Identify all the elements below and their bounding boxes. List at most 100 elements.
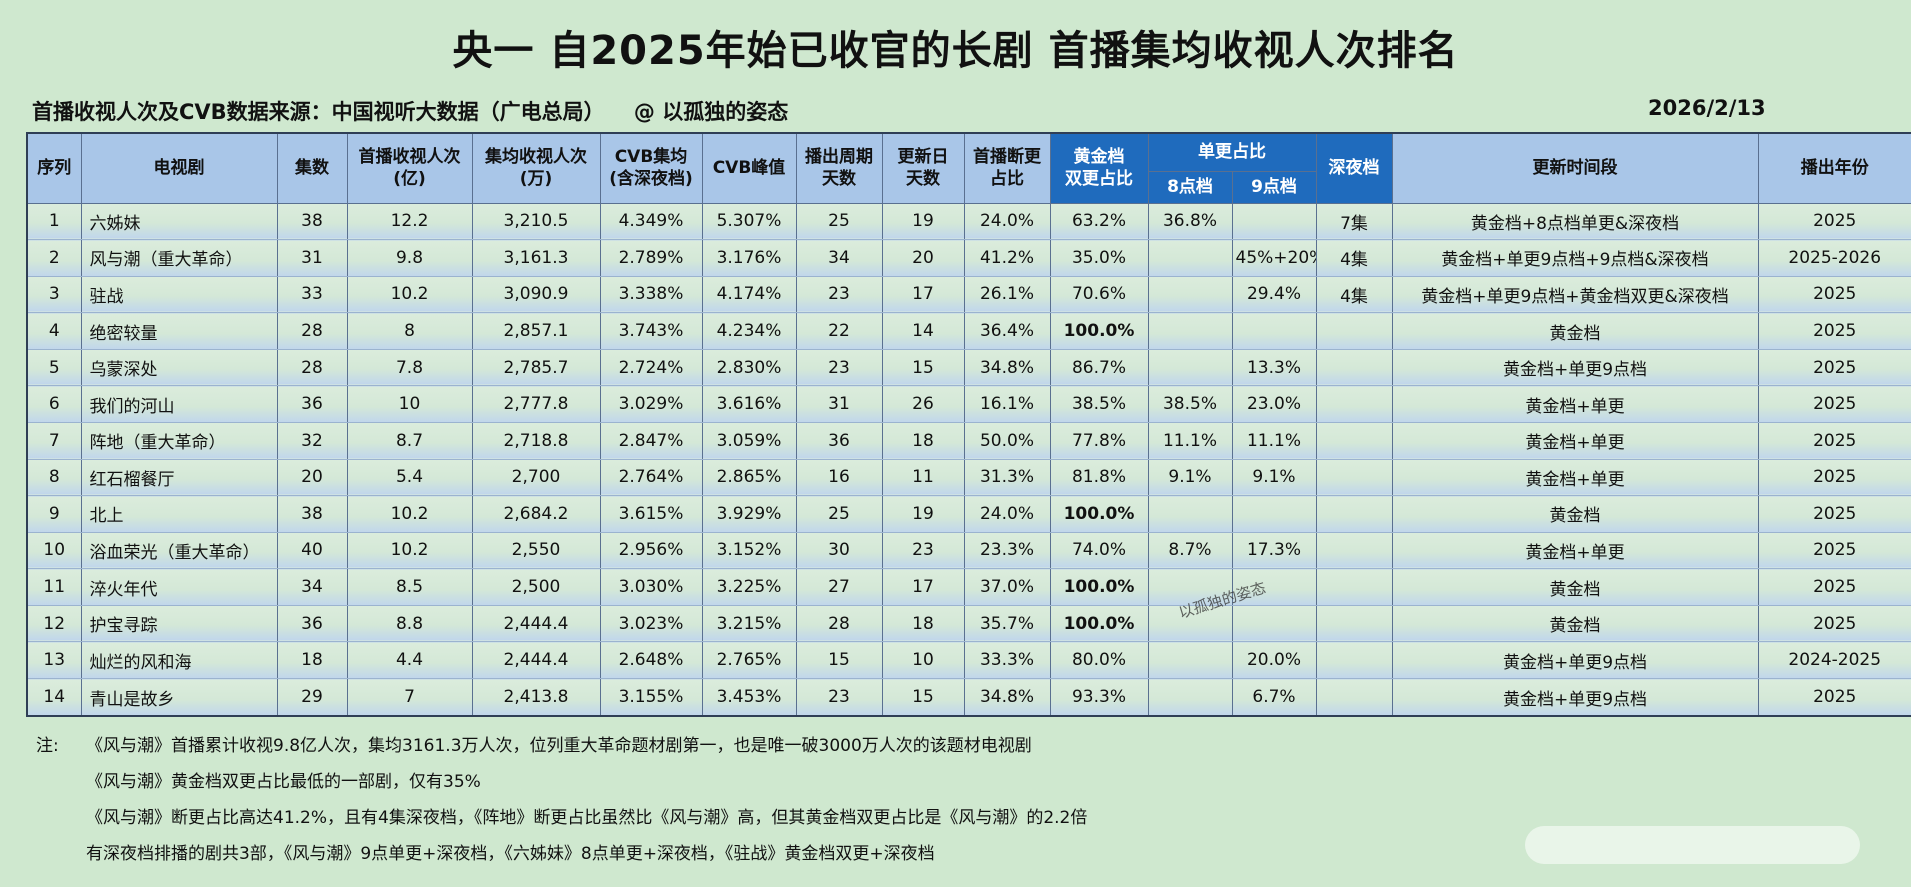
cell-break-ratio: 24.0% — [963, 203, 1051, 241]
cell-cvb-avg: 3.029% — [599, 385, 703, 423]
cell-cycle-days: 31 — [795, 385, 883, 423]
cell-late-night — [1315, 605, 1393, 643]
cell-update-days: 15 — [881, 678, 965, 716]
cell-single-8 — [1147, 678, 1233, 716]
cell-slot: 黄金档+单更 — [1391, 459, 1759, 497]
cell-slot: 黄金档+8点档单更&深夜档 — [1391, 203, 1759, 241]
table-row: 2 风与潮（重大革命） 31 9.8 3,161.3 2.789% 3.176% 34 20 41… — [26, 239, 1911, 277]
cell-year: 2025 — [1757, 568, 1911, 606]
cell-viewers: 8 — [346, 312, 473, 350]
cell-episodes: 38 — [276, 495, 348, 533]
table-row: 13 灿烂的风和海 18 4.4 2,444.4 2.648% 2.765% 15 10 33.3… — [26, 641, 1911, 680]
cell-year: 2025 — [1757, 459, 1911, 497]
cell-year: 2025 — [1757, 532, 1911, 570]
cell-update-days: 10 — [881, 641, 965, 680]
cell-cvb-peak: 5.307% — [701, 203, 797, 241]
table-row: 5 乌蒙深处 28 7.8 2,785.7 2.724% 2.830% 23 15 34.8% 86… — [26, 349, 1911, 387]
cell-late-night: 7集 — [1315, 203, 1393, 241]
cell-break-ratio: 34.8% — [963, 678, 1051, 716]
cell-drama: 红石榴餐厅 — [80, 459, 278, 497]
header-gold-double: 黄金档 双更占比 — [1049, 132, 1149, 204]
header-avg-viewers: 集均收视人次 (万) — [471, 132, 601, 204]
cell-gold-double: 74.0% — [1049, 532, 1149, 570]
cell-gold-double: 80.0% — [1049, 641, 1149, 680]
cell-drama: 驻战 — [80, 276, 278, 314]
cell-cvb-peak: 4.234% — [701, 312, 797, 350]
cell-cvb-peak: 2.830% — [701, 349, 797, 387]
cell-break-ratio: 37.0% — [963, 568, 1051, 606]
cell-single-9 — [1231, 568, 1317, 606]
cell-episodes: 40 — [276, 532, 348, 570]
cell-viewers: 8.5 — [346, 568, 473, 606]
cell-slot: 黄金档+单更 — [1391, 385, 1759, 423]
cell-episodes: 32 — [276, 422, 348, 460]
cell-late-night — [1315, 422, 1393, 460]
cell-cvb-peak: 3.059% — [701, 422, 797, 460]
cell-update-days: 18 — [881, 605, 965, 643]
cell-late-night — [1315, 678, 1393, 716]
cell-single-9: 45%+20% — [1231, 239, 1317, 277]
cell-rank: 13 — [26, 641, 82, 680]
header-drama: 电视剧 — [80, 132, 278, 204]
header-single-group: 单更占比 — [1147, 132, 1317, 172]
cell-gold-double: 100.0% — [1049, 312, 1149, 350]
cell-cvb-peak: 4.174% — [701, 276, 797, 314]
table-row: 6 我们的河山 36 10 2,777.8 3.029% 3.616% 31 26 16.1% 38… — [26, 385, 1911, 423]
cell-single-8 — [1147, 641, 1233, 680]
cell-cvb-peak: 3.225% — [701, 568, 797, 606]
cell-avg-viewers: 3,090.9 — [471, 276, 601, 314]
cell-drama: 北上 — [80, 495, 278, 533]
cell-break-ratio: 36.4% — [963, 312, 1051, 350]
cell-avg-viewers: 2,500 — [471, 568, 601, 606]
notes: 注: 《风与潮》首播累计收视9.8亿人次，集均3161.3万人次，位列重大革命题… — [36, 728, 1087, 872]
cell-gold-double: 63.2% — [1049, 203, 1149, 241]
cell-single-9: 23.0% — [1231, 385, 1317, 423]
cell-slot: 黄金档+单更 — [1391, 532, 1759, 570]
cell-break-ratio: 24.0% — [963, 495, 1051, 533]
cell-late-night: 4集 — [1315, 276, 1393, 314]
cell-break-ratio: 33.3% — [963, 641, 1051, 680]
note-line: 《风与潮》断更占比高达41.2%，且有4集深夜档，《阵地》断更占比虽然比《风与潮… — [86, 808, 1088, 828]
cell-cvb-avg: 2.847% — [599, 422, 703, 460]
cell-rank: 12 — [26, 605, 82, 643]
cell-break-ratio: 31.3% — [963, 459, 1051, 497]
cell-year: 2025 — [1757, 678, 1911, 716]
cell-cvb-avg: 3.338% — [599, 276, 703, 314]
table-row: 9 北上 38 10.2 2,684.2 3.615% 3.929% 25 19 24.0% 100… — [26, 495, 1911, 533]
data-source: 首播收视人次及CVB数据来源：中国视听大数据（广电总局） @ 以孤独的姿态 — [32, 100, 789, 124]
cell-single-9 — [1231, 203, 1317, 241]
cell-drama: 我们的河山 — [80, 385, 278, 423]
cell-single-9: 11.1% — [1231, 422, 1317, 460]
cell-update-days: 14 — [881, 312, 965, 350]
cell-break-ratio: 35.7% — [963, 605, 1051, 643]
cell-gold-double: 86.7% — [1049, 349, 1149, 387]
cell-update-days: 17 — [881, 276, 965, 314]
cell-cycle-days: 23 — [795, 276, 883, 314]
note-line: 有深夜档排播的剧共3部，《风与潮》9点单更+深夜档，《六姊妹》8点单更+深夜档，… — [86, 844, 935, 864]
cell-viewers: 10.2 — [346, 532, 473, 570]
cell-gold-double: 100.0% — [1049, 605, 1149, 643]
cell-drama: 阵地（重大革命） — [80, 422, 278, 460]
note-line: 《风与潮》首播累计收视9.8亿人次，集均3161.3万人次，位列重大革命题材剧第… — [86, 736, 1032, 756]
cell-single-8 — [1147, 349, 1233, 387]
table-row: 10 浴血荣光（重大革命） 40 10.2 2,550 2.956% 3.152% 30 23 2… — [26, 532, 1911, 570]
cell-rank: 4 — [26, 312, 82, 350]
cell-year: 2025 — [1757, 495, 1911, 533]
cell-year: 2025 — [1757, 312, 1911, 350]
cell-slot: 黄金档 — [1391, 605, 1759, 643]
cell-cycle-days: 25 — [795, 495, 883, 533]
cell-episodes: 36 — [276, 385, 348, 423]
header-rank: 序列 — [26, 132, 82, 204]
notes-label: 注: — [36, 736, 59, 756]
cell-single-9: 9.1% — [1231, 459, 1317, 497]
cell-rank: 1 — [26, 203, 82, 241]
ranking-table: 序列 电视剧 集数 首播收视人次 (亿) 集均收视人次 (万) CVB集均 (含深夜档… — [26, 132, 1911, 717]
cell-cvb-peak: 3.215% — [701, 605, 797, 643]
cell-viewers: 8.7 — [346, 422, 473, 460]
cell-slot: 黄金档+单更9点档 — [1391, 641, 1759, 680]
cell-cvb-peak: 3.616% — [701, 385, 797, 423]
header-year: 播出年份 — [1757, 132, 1911, 204]
cell-cycle-days: 15 — [795, 641, 883, 680]
cell-break-ratio: 50.0% — [963, 422, 1051, 460]
cell-rank: 6 — [26, 385, 82, 423]
